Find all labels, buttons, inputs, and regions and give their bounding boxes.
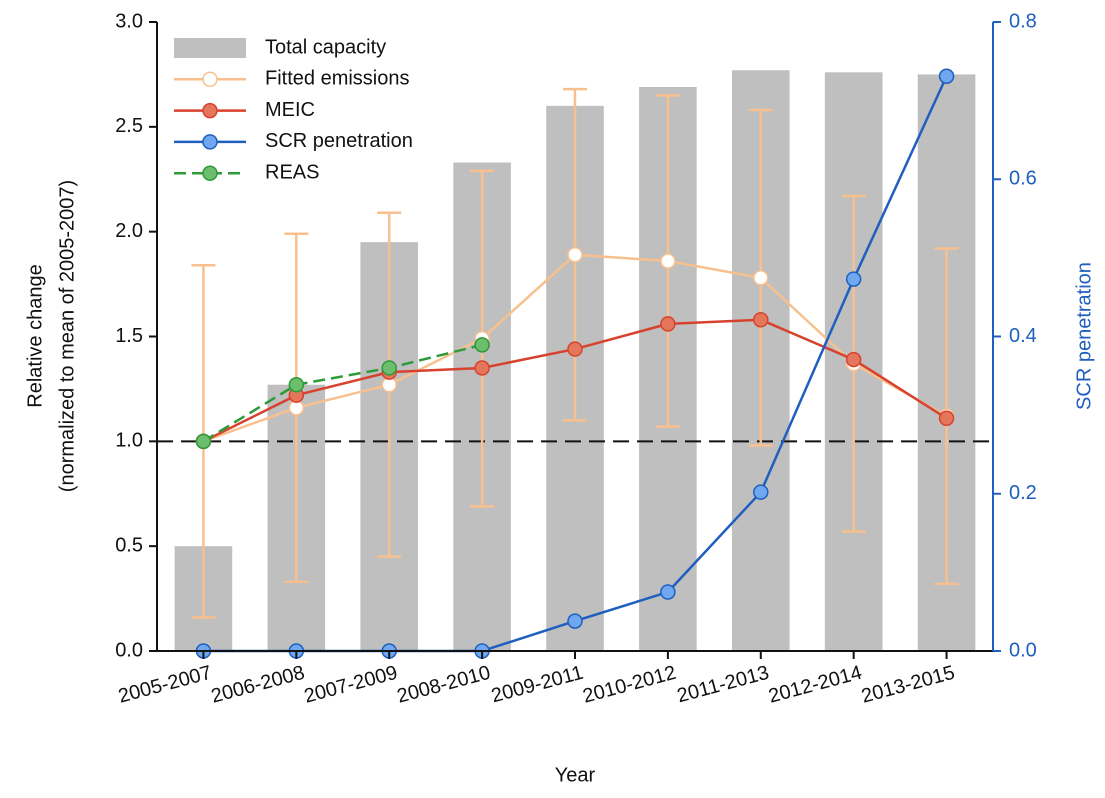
y-axis-title: (normalized to mean of 2005-2007) [56, 180, 78, 492]
y-tick-label: 3.0 [115, 10, 143, 32]
x-tick-label: 2008-2010 [395, 662, 493, 708]
marker [195, 433, 212, 450]
marker [660, 316, 676, 332]
y-tick-label: 2.5 [115, 115, 143, 137]
y2-tick-label: 0.0 [1009, 639, 1037, 661]
marker [753, 484, 769, 500]
x-tick-label: 2010-2012 [580, 662, 678, 708]
marker [474, 337, 490, 353]
legend-marker [202, 102, 218, 119]
marker [845, 351, 862, 368]
legend-marker [202, 134, 218, 150]
legend-label: Fitted emissions [265, 68, 410, 90]
marker [753, 311, 769, 328]
marker [753, 270, 769, 286]
x-tick-label: 2009-2011 [489, 662, 586, 708]
marker [474, 360, 490, 376]
x-tick-label: 2006-2008 [209, 662, 307, 708]
x-tick-label: 2005-2007 [116, 662, 214, 708]
x-tick-label: 2011-2013 [675, 662, 772, 708]
legend-swatch [174, 38, 246, 58]
marker [567, 341, 583, 357]
x-tick-label: 2013-2015 [859, 662, 957, 708]
marker [381, 360, 397, 376]
legend-label: REAS [265, 161, 319, 183]
marker [660, 253, 676, 269]
marker [567, 613, 583, 629]
x-tick-label: 2007-2009 [302, 662, 400, 708]
legend-label: MEIC [265, 99, 315, 121]
legend-marker [202, 71, 218, 88]
y2-tick-label: 0.6 [1009, 168, 1037, 190]
y-tick-label: 2.0 [115, 220, 143, 242]
y-tick-label: 0.0 [115, 639, 143, 661]
marker [288, 376, 305, 393]
line [202, 343, 483, 443]
y-tick-label: 1.5 [115, 325, 143, 347]
legend-marker [202, 165, 218, 181]
marker [567, 246, 583, 263]
marker [938, 410, 955, 427]
marker [938, 68, 955, 85]
y2-axis-title: SCR penetration [1073, 262, 1095, 410]
marker [660, 584, 676, 600]
legend-label: Total capacity [265, 36, 386, 58]
y2-tick-label: 0.2 [1009, 482, 1037, 504]
y-axis-title: Relative change [24, 264, 46, 407]
x-tick-label: 2012-2014 [766, 662, 864, 708]
y2-tick-label: 0.8 [1009, 10, 1037, 32]
y-tick-label: 1.0 [115, 430, 143, 452]
marker [845, 271, 862, 287]
y-tick-label: 0.5 [115, 534, 143, 556]
y2-tick-label: 0.4 [1009, 325, 1037, 347]
legend-label: SCR penetration [265, 130, 413, 152]
x-axis-title: Year [555, 764, 596, 786]
